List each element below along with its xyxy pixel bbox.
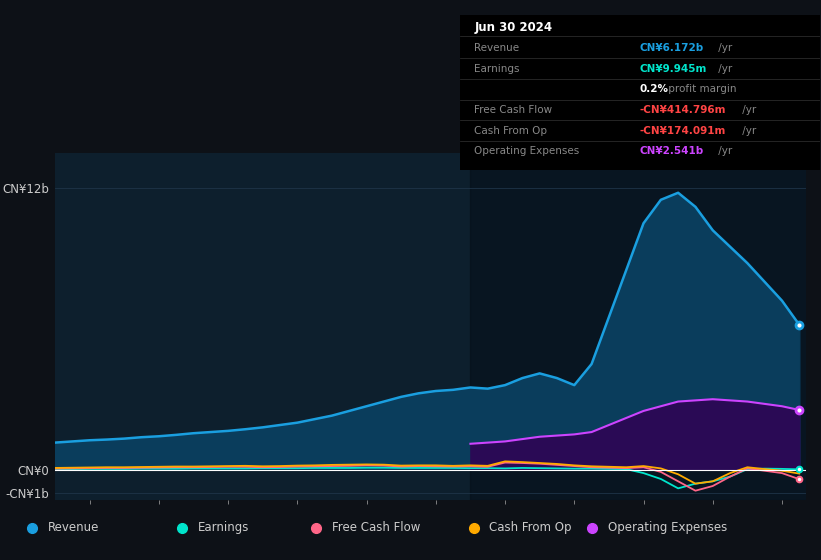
Text: Cash From Op: Cash From Op <box>475 126 548 136</box>
Text: /yr: /yr <box>714 146 732 156</box>
Text: Operating Expenses: Operating Expenses <box>475 146 580 156</box>
Text: CN¥9.945m: CN¥9.945m <box>640 64 708 74</box>
Text: -CN¥414.796m: -CN¥414.796m <box>640 105 727 115</box>
Text: Revenue: Revenue <box>48 521 99 534</box>
Text: profit margin: profit margin <box>665 85 736 95</box>
Text: CN¥2.541b: CN¥2.541b <box>640 146 704 156</box>
Bar <box>470 153 821 500</box>
Text: Revenue: Revenue <box>475 43 520 53</box>
Text: Free Cash Flow: Free Cash Flow <box>475 105 553 115</box>
Text: Earnings: Earnings <box>475 64 520 74</box>
Text: Jun 30 2024: Jun 30 2024 <box>475 21 553 34</box>
Text: 0.2%: 0.2% <box>640 85 669 95</box>
Text: /yr: /yr <box>740 126 757 136</box>
Text: -CN¥174.091m: -CN¥174.091m <box>640 126 727 136</box>
Text: /yr: /yr <box>714 64 732 74</box>
Text: /yr: /yr <box>740 105 757 115</box>
Text: /yr: /yr <box>714 43 732 53</box>
Text: Free Cash Flow: Free Cash Flow <box>332 521 420 534</box>
Text: Operating Expenses: Operating Expenses <box>608 521 727 534</box>
Text: CN¥6.172b: CN¥6.172b <box>640 43 704 53</box>
Text: Cash From Op: Cash From Op <box>489 521 571 534</box>
Text: Earnings: Earnings <box>198 521 249 534</box>
